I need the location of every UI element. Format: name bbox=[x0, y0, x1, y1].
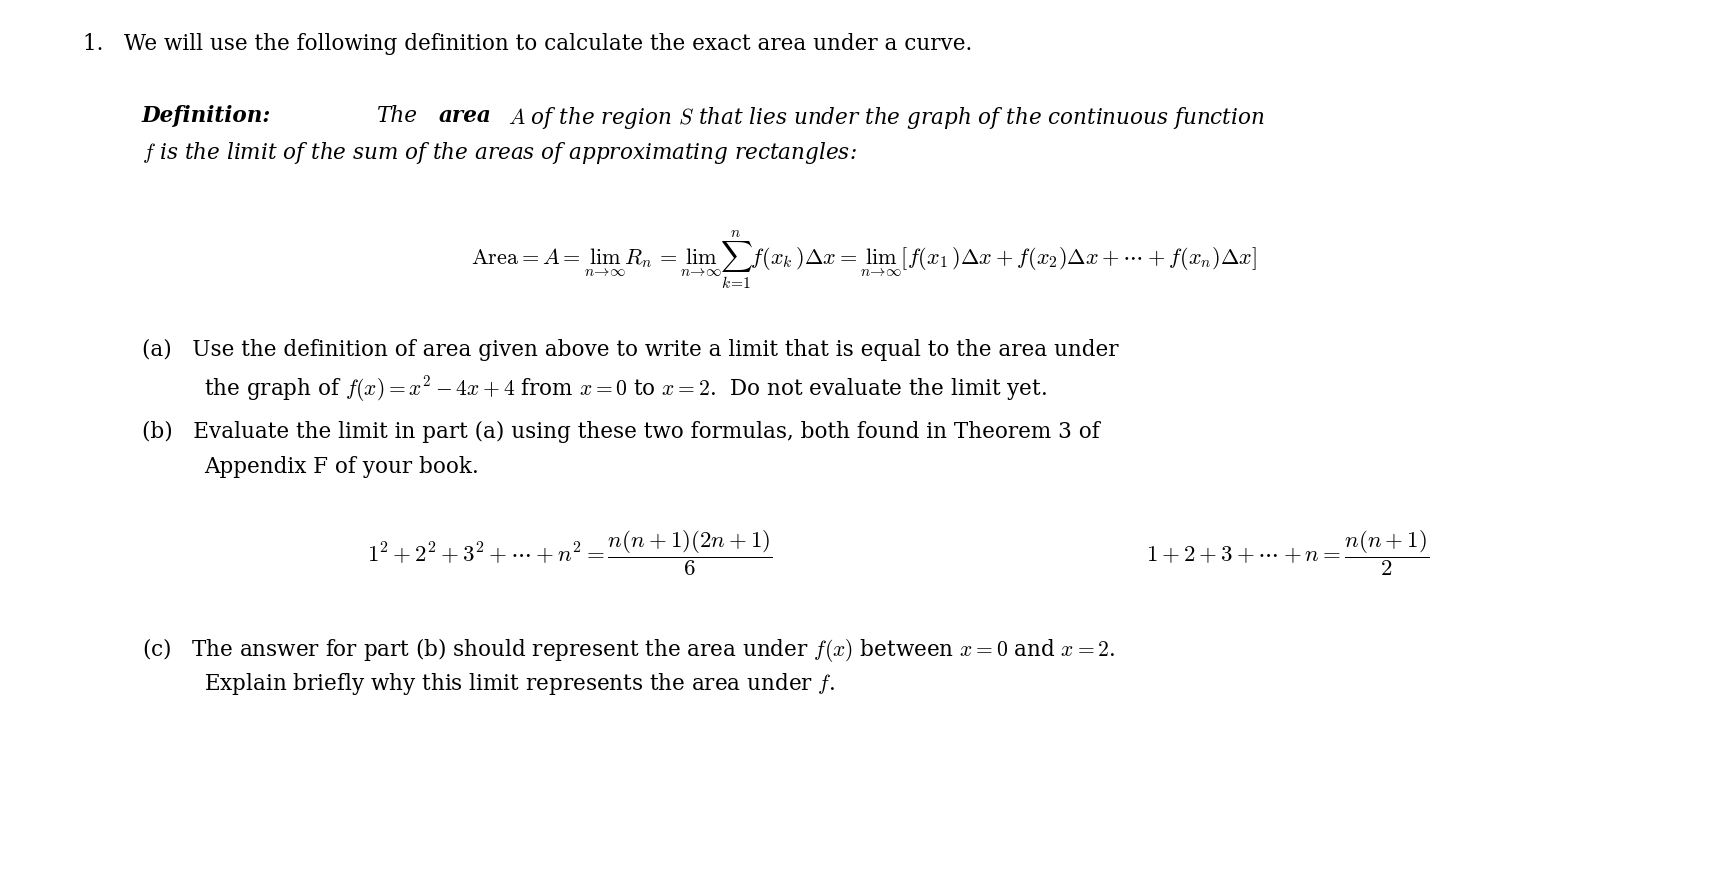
Text: Definition:: Definition: bbox=[142, 105, 271, 127]
Text: 1.   We will use the following definition to calculate the exact area under a cu: 1. We will use the following definition … bbox=[83, 33, 973, 55]
Text: (a)   Use the definition of area given above to write a limit that is equal to t: (a) Use the definition of area given abo… bbox=[142, 339, 1118, 361]
Text: area: area bbox=[439, 105, 492, 127]
Text: $\mathrm{Area} = A = \lim_{n\to\infty} R_n = \lim_{n\to\infty} \sum_{k=1}^{n} f(: $\mathrm{Area} = A = \lim_{n\to\infty} R… bbox=[472, 229, 1256, 291]
Text: $A$ of the region $S$ that lies under the graph of the continuous function: $A$ of the region $S$ that lies under th… bbox=[508, 105, 1265, 131]
Text: The: The bbox=[377, 105, 418, 127]
Text: (c)   The answer for part (b) should represent the area under $f(x)$ between $x : (c) The answer for part (b) should repre… bbox=[142, 636, 1115, 664]
Text: (b)   Evaluate the limit in part (a) using these two formulas, both found in The: (b) Evaluate the limit in part (a) using… bbox=[142, 421, 1099, 443]
Text: the graph of $f(x) = x^2 - 4x + 4$ from $x = 0$ to $x = 2$.  Do not evaluate the: the graph of $f(x) = x^2 - 4x + 4$ from … bbox=[204, 374, 1047, 404]
Text: $1^2 + 2^2 + 3^2 + \cdots + n^2 = \dfrac{n(n+1)(2n+1)}{6}$: $1^2 + 2^2 + 3^2 + \cdots + n^2 = \dfrac… bbox=[368, 529, 772, 578]
Text: Explain briefly why this limit represents the area under $f$.: Explain briefly why this limit represent… bbox=[204, 671, 835, 697]
Text: Appendix F of your book.: Appendix F of your book. bbox=[204, 456, 479, 478]
Text: $1 + 2 + 3 + \cdots + n = \dfrac{n(n+1)}{2}$: $1 + 2 + 3 + \cdots + n = \dfrac{n(n+1)}… bbox=[1146, 529, 1429, 578]
Text: $f$ is the limit of the sum of the areas of approximating rectangles:: $f$ is the limit of the sum of the areas… bbox=[142, 140, 857, 166]
